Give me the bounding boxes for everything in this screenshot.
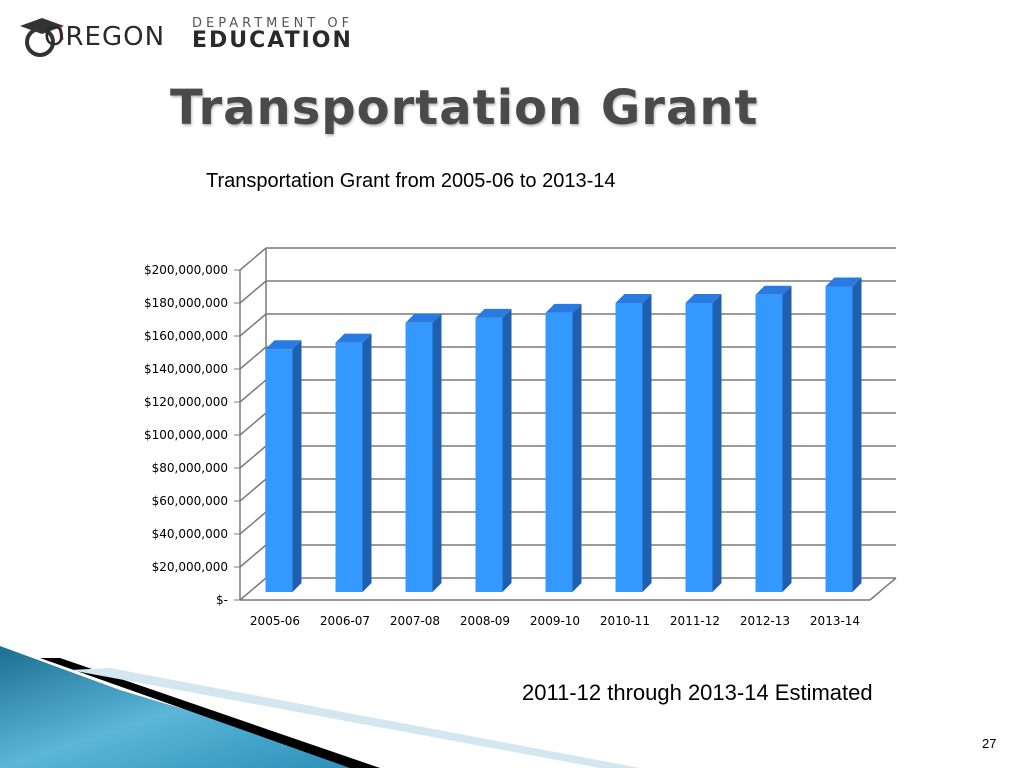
y-tick-label: $20,000,000: [152, 560, 228, 574]
gridline-side: [239, 478, 267, 502]
bar-side: [712, 294, 722, 592]
bar-side: [852, 277, 862, 592]
y-tick-label: $100,000,000: [144, 428, 228, 442]
bar: [755, 294, 783, 592]
bar: [825, 286, 853, 592]
bar-top: [405, 313, 442, 323]
x-tick-label: 2005-06: [250, 614, 300, 628]
bar-top: [755, 285, 792, 295]
bar-top: [825, 277, 862, 287]
bar-top: [265, 340, 302, 350]
gridline-side: [239, 313, 267, 337]
gridline-side: [239, 511, 267, 535]
oregon-education-logo: OREGON DEPARTMENT OF EDUCATION: [16, 14, 356, 58]
y-tick-label: $80,000,000: [152, 461, 228, 475]
bar-side: [572, 303, 582, 592]
x-tick-label: 2007-08: [390, 614, 440, 628]
bar-side: [432, 313, 442, 592]
bar-top: [615, 294, 652, 303]
bar-chart: $- $20,000,000 $40,000,000 $60,000,000 $80,0…: [144, 247, 897, 628]
bar: [335, 342, 363, 592]
y-tick-label: $180,000,000: [144, 296, 228, 310]
x-tick-label: 2011-12: [670, 614, 720, 628]
y-tick-label: $160,000,000: [144, 329, 228, 343]
logo-dept-text: DEPARTMENT OF: [192, 16, 354, 31]
bar-side: [782, 285, 792, 592]
bar-top: [475, 308, 512, 318]
x-tick-label: 2010-11: [600, 614, 650, 628]
swoosh-light: [70, 668, 640, 768]
logo-word-oregon: OREGON: [44, 22, 166, 52]
gridline-side: [239, 577, 267, 601]
chart-title: Transportation Grant from 2005-06 to 201…: [206, 170, 616, 192]
gridline-side: [239, 346, 267, 370]
x-tick-label: 2008-09: [460, 614, 510, 628]
bar: [475, 317, 503, 592]
bar-side: [362, 333, 372, 592]
floor-right-edge: [869, 577, 897, 601]
gridline-side: [239, 379, 267, 403]
x-tick-label: 2006-07: [320, 614, 370, 628]
swoosh-black: [40, 658, 380, 768]
bar-side: [502, 308, 512, 592]
bar: [685, 303, 713, 592]
bar: [615, 303, 643, 592]
y-tick-label: $120,000,000: [144, 395, 228, 409]
y-tick-label: $140,000,000: [144, 362, 228, 376]
gridline-side: [239, 280, 267, 304]
bar-top: [545, 303, 582, 313]
gridline-side: [239, 412, 267, 436]
y-tick-label: $200,000,000: [144, 263, 228, 277]
bar-top: [335, 333, 372, 343]
y-tick-label: $-: [216, 593, 228, 607]
bar-top: [685, 294, 722, 303]
slide-title: Transportation Grant: [170, 80, 759, 136]
bar: [405, 322, 433, 592]
swoosh-blue: [0, 646, 380, 768]
decorative-swoosh: [0, 646, 640, 768]
logo-edu-text: EDUCATION: [192, 28, 353, 53]
bar: [265, 349, 293, 592]
gridline-side: [239, 247, 267, 271]
x-tick-label: 2013-14: [810, 614, 860, 628]
page-number: 27: [982, 736, 997, 751]
graduation-cap-icon: [20, 18, 64, 57]
bar-side: [292, 340, 302, 592]
x-tick-label: 2009-10: [530, 614, 580, 628]
x-tick-label: 2012-13: [740, 614, 790, 628]
gridline-side: [239, 544, 267, 568]
bar-side: [642, 294, 652, 592]
y-tick-label: $40,000,000: [152, 527, 228, 541]
footnote-estimated: 2011-12 through 2013-14 Estimated: [522, 680, 873, 705]
gridline-side: [239, 445, 267, 469]
y-tick-label: $60,000,000: [152, 494, 228, 508]
bar: [545, 312, 573, 592]
